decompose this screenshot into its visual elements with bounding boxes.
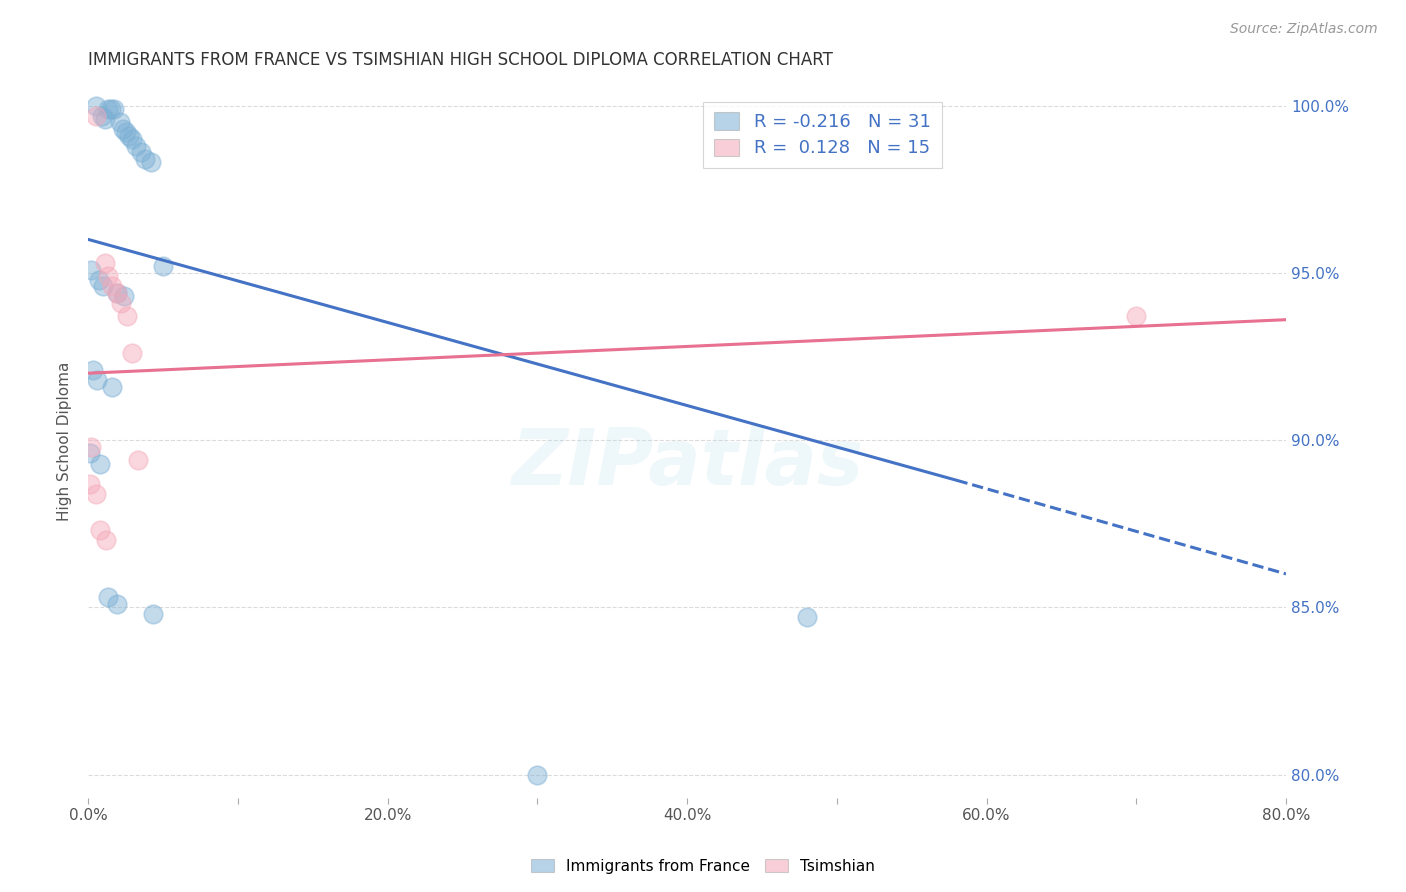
Point	[97, 102, 120, 116]
Point	[86, 373, 108, 387]
Point	[100, 102, 122, 116]
Point	[87, 272, 110, 286]
Point	[121, 132, 143, 146]
Point	[101, 379, 124, 393]
Point	[134, 152, 156, 166]
Point	[89, 524, 111, 538]
Point	[84, 486, 107, 500]
Point	[101, 279, 124, 293]
Point	[93, 112, 115, 126]
Point	[79, 446, 101, 460]
Text: IMMIGRANTS FROM FRANCE VS TSIMSHIAN HIGH SCHOOL DIPLOMA CORRELATION CHART: IMMIGRANTS FROM FRANCE VS TSIMSHIAN HIGH…	[89, 51, 832, 69]
Point	[139, 155, 162, 169]
Point	[1125, 310, 1147, 324]
Point	[79, 476, 101, 491]
Point	[127, 453, 149, 467]
Point	[80, 440, 103, 454]
Point	[152, 259, 174, 273]
Point	[526, 767, 548, 781]
Point	[82, 363, 104, 377]
Point	[93, 256, 115, 270]
Legend: Immigrants from France, Tsimshian: Immigrants from France, Tsimshian	[524, 853, 882, 880]
Point	[110, 296, 132, 310]
Point	[80, 262, 103, 277]
Point	[141, 607, 163, 621]
Point	[94, 533, 117, 548]
Point	[112, 289, 135, 303]
Point	[105, 285, 128, 300]
Point	[125, 138, 148, 153]
Point	[111, 122, 134, 136]
Point	[796, 610, 818, 624]
Point	[97, 269, 120, 284]
Point	[103, 102, 125, 116]
Point	[114, 125, 136, 139]
Text: ZIPatlas: ZIPatlas	[510, 425, 863, 501]
Text: Source: ZipAtlas.com: Source: ZipAtlas.com	[1230, 22, 1378, 37]
Point	[108, 115, 131, 129]
Point	[89, 457, 111, 471]
Point	[129, 145, 152, 160]
Legend: R = -0.216   N = 31, R =  0.128   N = 15: R = -0.216 N = 31, R = 0.128 N = 15	[703, 102, 942, 169]
Point	[90, 109, 112, 123]
Point	[84, 109, 107, 123]
Point	[105, 597, 128, 611]
Point	[117, 128, 139, 143]
Point	[84, 98, 107, 112]
Point	[97, 591, 120, 605]
Y-axis label: High School Diploma: High School Diploma	[58, 362, 72, 522]
Point	[105, 285, 128, 300]
Point	[115, 310, 138, 324]
Point	[91, 279, 114, 293]
Point	[121, 346, 143, 360]
